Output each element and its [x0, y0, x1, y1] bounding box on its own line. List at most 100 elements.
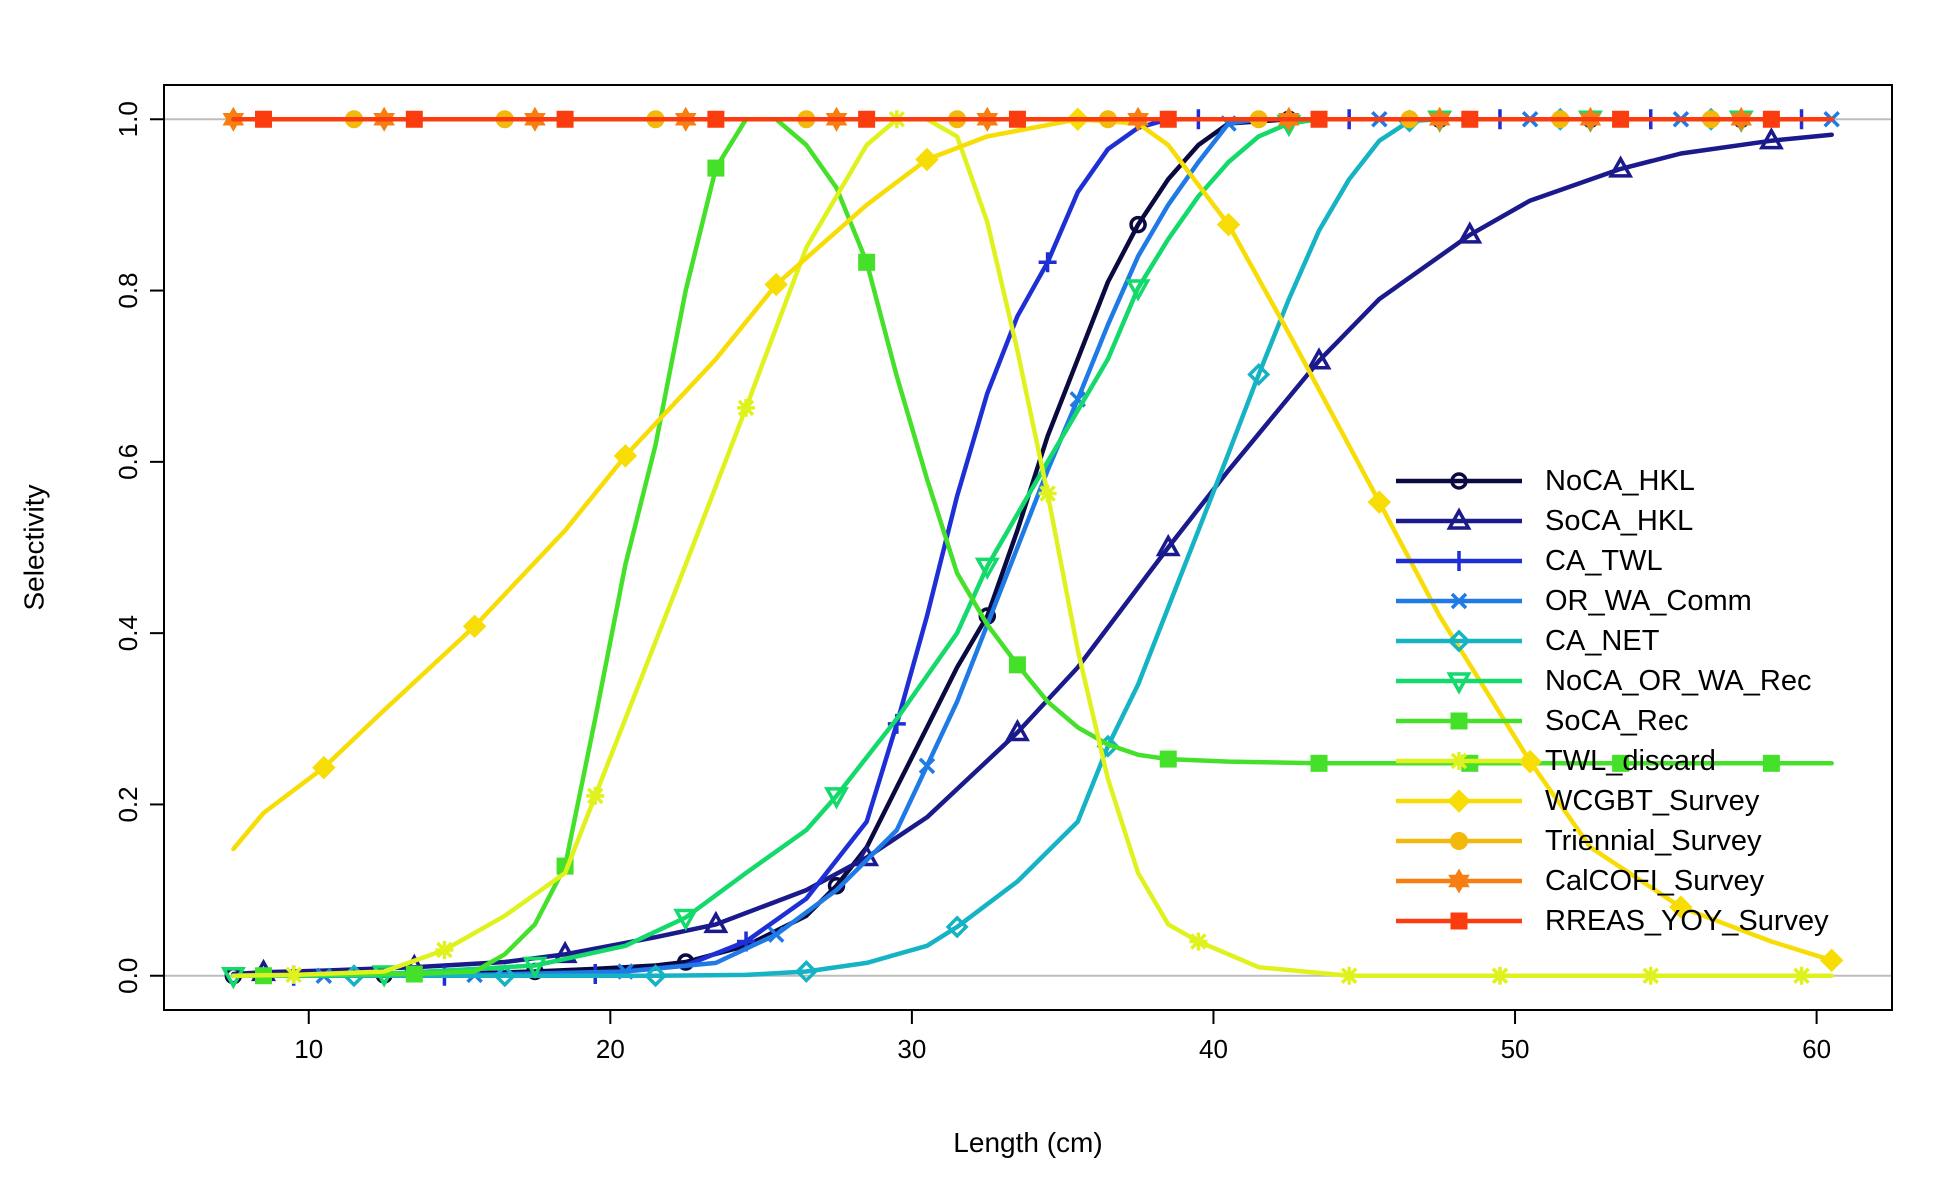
data-point: [1819, 948, 1844, 973]
data-point: [858, 253, 876, 271]
data-point: [1669, 895, 1693, 919]
data-point: [613, 444, 638, 468]
data-point: [1129, 215, 1147, 234]
legend-label: NoCA_OR_WA_Rec: [1545, 665, 1811, 697]
data-point: [556, 110, 574, 128]
data-point: [1004, 718, 1030, 742]
data-point: [1461, 110, 1479, 128]
data-point: [1641, 966, 1660, 985]
data-point: [312, 755, 336, 780]
y-axis: 0.0 0.2 0.4 0.6 0.8 1.0: [113, 101, 165, 994]
data-point: [552, 940, 578, 964]
legend-swatch-marker: [1450, 592, 1468, 610]
legend-label: CalCOFI_Survey: [1545, 865, 1765, 897]
data-point: [767, 926, 785, 943]
data-point: [824, 787, 849, 810]
series-SoCA_Rec: [231, 117, 1834, 985]
data-point: [1612, 110, 1630, 128]
y-axis-title: Selectivity: [19, 484, 50, 610]
data-point: [1340, 966, 1359, 985]
legend-swatch-marker: [1447, 629, 1471, 653]
legend-label: CA_NET: [1545, 625, 1660, 657]
data-point: [1159, 750, 1177, 768]
data-point: [1457, 221, 1483, 244]
legend-swatch-marker: [1450, 912, 1468, 930]
data-point: [707, 159, 725, 177]
legend-item: CA_NET: [1396, 625, 1660, 657]
y-tick-label: 0.4: [113, 615, 143, 651]
data-point: [673, 908, 699, 932]
data-point: [703, 910, 729, 934]
x-tick-label: 30: [897, 1034, 926, 1064]
legend-label: WCGBT_Survey: [1545, 785, 1760, 817]
legend-item: SoCA_HKL: [1396, 505, 1693, 537]
x-axis-title: Length (cm): [953, 1127, 1102, 1158]
data-point: [858, 110, 876, 128]
y-tick-label: 0.0: [113, 958, 143, 994]
legend-swatch-marker: [1450, 551, 1468, 571]
series-WCGBT_Survey: [231, 107, 1844, 973]
data-point: [794, 959, 818, 983]
data-point: [1247, 363, 1271, 386]
x-tick-label: 20: [596, 1034, 625, 1064]
legend-swatch-marker: [1450, 472, 1468, 490]
legend-item: CA_TWL: [1396, 545, 1663, 577]
data-point: [1155, 533, 1181, 557]
legend-label: SoCA_Rec: [1545, 705, 1688, 737]
series-RREAS_YOY_Survey: [231, 110, 1834, 128]
legend-label: NoCA_HKL: [1545, 465, 1695, 497]
legend-swatch-marker: [1447, 789, 1471, 813]
data-point: [1367, 490, 1392, 514]
y-tick-label: 0.8: [113, 272, 143, 308]
x-tick-label: 50: [1501, 1034, 1530, 1064]
data-point: [974, 557, 1000, 580]
legend-item: RREAS_YOY_Survey: [1396, 905, 1829, 937]
legend: NoCA_HKL SoCA_HKL CA_TWL OR_WA_Comm CA_NET No…: [1396, 465, 1829, 937]
data-point: [1490, 966, 1509, 985]
data-point: [1792, 966, 1811, 985]
data-point: [405, 965, 423, 983]
series-line: [231, 117, 1834, 963]
data-point: [435, 941, 454, 960]
data-point: [493, 964, 517, 988]
series-layer: [220, 106, 1844, 990]
data-point: [707, 110, 725, 128]
legend-item: NoCA_OR_WA_Rec: [1396, 665, 1811, 697]
data-point: [1758, 127, 1784, 150]
series-line: [231, 117, 1834, 978]
data-point: [1608, 155, 1634, 178]
data-point: [405, 110, 423, 128]
y-tick-label: 1.0: [113, 101, 143, 137]
legend-item: CalCOFI_Survey: [1396, 865, 1765, 897]
legend-label: CA_TWL: [1545, 545, 1663, 577]
data-point: [1159, 110, 1177, 128]
data-point: [1518, 749, 1542, 774]
data-point: [1762, 110, 1780, 128]
legend-label: TWL_discard: [1545, 745, 1716, 777]
legend-item: SoCA_Rec: [1396, 705, 1688, 737]
y-tick-label: 0.2: [113, 786, 143, 822]
data-point: [764, 272, 788, 297]
series-line: [231, 132, 1834, 977]
data-point: [644, 964, 668, 988]
legend-swatch-marker: [1450, 752, 1468, 770]
legend-item: TWL_discard: [1396, 745, 1716, 777]
legend-item: NoCA_HKL: [1396, 465, 1695, 497]
data-point: [1216, 212, 1241, 237]
data-point: [1306, 347, 1332, 370]
x-axis: 10 20 30 40 50 60: [294, 1009, 1831, 1064]
data-point: [1310, 110, 1328, 128]
data-point: [462, 614, 487, 639]
x-tick-label: 60: [1802, 1034, 1831, 1064]
data-point: [1008, 110, 1026, 128]
data-point: [586, 786, 605, 805]
data-point: [1038, 252, 1057, 273]
data-point: [1008, 656, 1026, 674]
data-point: [522, 956, 548, 980]
data-point: [1612, 754, 1630, 772]
x-tick-label: 40: [1199, 1034, 1228, 1064]
data-point: [1125, 279, 1151, 302]
legend-swatch-marker: [1448, 868, 1470, 894]
data-point: [1762, 754, 1780, 772]
